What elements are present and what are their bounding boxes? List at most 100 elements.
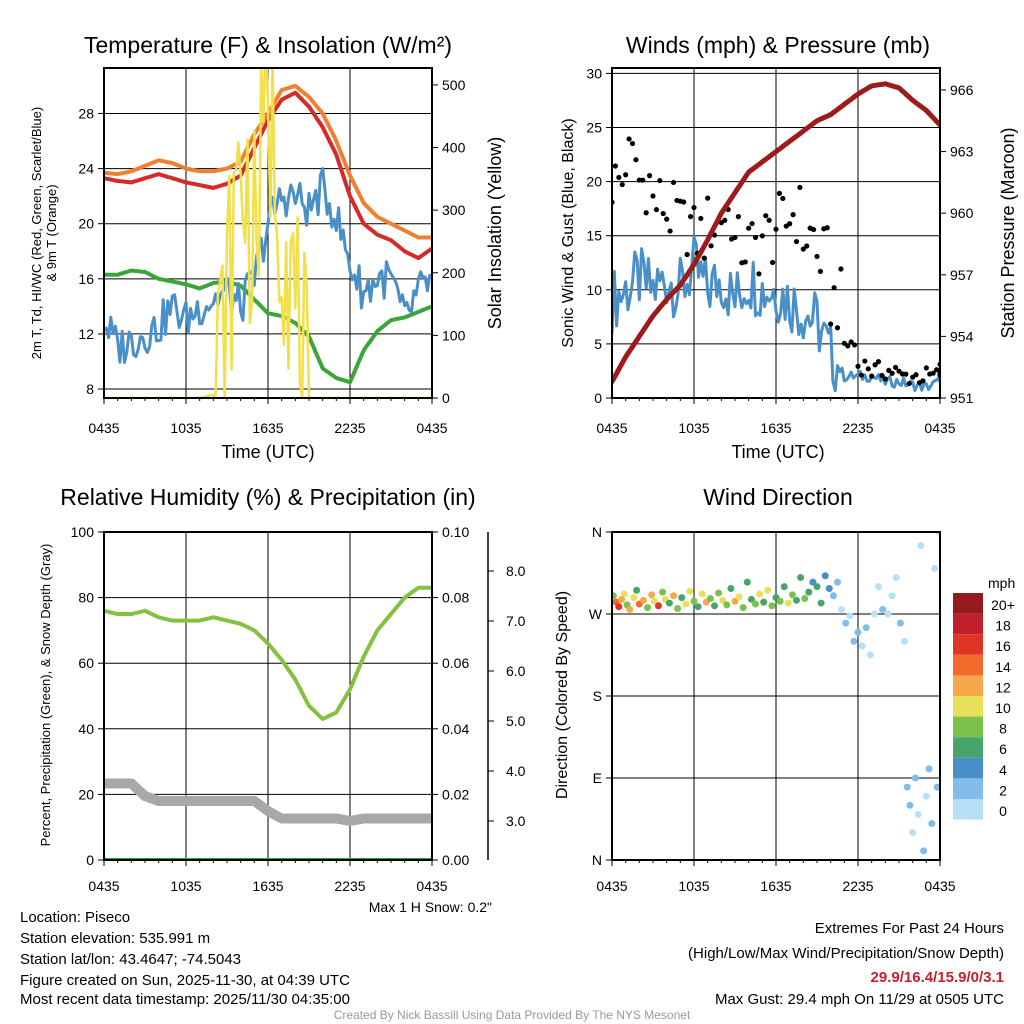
wind-direction-point [784, 599, 792, 607]
wind-direction-point [914, 810, 922, 818]
gust-point [646, 173, 653, 179]
y2-tick-label: 960 [950, 205, 974, 221]
gust-point [817, 268, 824, 275]
legend-label: 10 [995, 700, 1011, 716]
gust-point [814, 253, 820, 260]
panel-4: 0435 1035 1635 2235 0435 N E S W N 20+ 18 16 14 12 10 8 6… [589, 524, 1015, 894]
x-tick-label: 2235 [842, 420, 873, 436]
plot-frame [611, 67, 941, 399]
solar-line [104, 68, 432, 398]
wind-direction-point [615, 603, 623, 611]
series-group [612, 532, 940, 855]
wind-direction-point [809, 578, 817, 586]
rh-chart-title: Relative Humidity (%) & Precipitation (i… [60, 484, 475, 510]
gust-point [722, 217, 728, 223]
x-tick-label: 1635 [760, 420, 791, 436]
wind-direction-point [694, 603, 702, 611]
gust-point [810, 226, 817, 233]
wind-direction-point [670, 592, 677, 600]
legend-label: 14 [995, 659, 1011, 675]
wind-direction-point [858, 642, 866, 650]
y2-tick-label: 951 [950, 390, 974, 406]
wind-direction-point [793, 596, 800, 604]
wind-direction-point [654, 602, 662, 610]
series-group [104, 68, 432, 398]
y-tick-label: 100 [71, 524, 95, 540]
wind-direction-point [698, 590, 706, 598]
gust-point [906, 380, 912, 387]
wind-direction-point [665, 599, 673, 607]
gust-point [923, 365, 929, 371]
wind-direction-point [686, 587, 694, 595]
y-tick-label: 15 [586, 228, 602, 244]
gust-point [892, 364, 899, 370]
x-tick-label: 2235 [334, 420, 365, 436]
gust-point [650, 193, 656, 199]
y-tick-label: 20 [586, 174, 602, 190]
wind-direction-point [925, 765, 933, 773]
gust-point [804, 243, 810, 249]
gust-point [653, 207, 660, 213]
y2-tick-label: 963 [950, 144, 974, 160]
legend-label: 12 [995, 679, 1011, 695]
gust-point [903, 371, 909, 377]
gust-point [930, 370, 936, 376]
wind-direction-point [862, 624, 870, 632]
plot-frame [103, 531, 433, 861]
y3-tick-label: 5.0 [506, 713, 526, 729]
y2-tick-label: 966 [950, 82, 974, 98]
x-tick-label: 1635 [760, 878, 791, 894]
gust-point [763, 213, 769, 219]
gust-point [845, 343, 851, 349]
x-tick-label: 0435 [416, 878, 447, 894]
y-tick-label: 20 [78, 216, 94, 232]
legend-label: 0 [999, 803, 1007, 819]
wind-direction-point [797, 574, 805, 582]
y-tick-label: S [593, 688, 602, 704]
y2-tick-label: 0.00 [442, 852, 469, 868]
gust-point [773, 226, 779, 232]
temp-y2label: Solar Insolation (Yellow) [485, 137, 505, 329]
wind-direction-point [743, 578, 751, 586]
legend-swatch [953, 696, 983, 717]
wind-direction-point [626, 605, 634, 613]
gust-point [800, 246, 806, 252]
wind-direction-point [756, 590, 764, 598]
legend-swatch [953, 778, 983, 799]
rh-line [104, 585, 432, 721]
wind-direction-point [706, 595, 714, 603]
gust-point [698, 215, 704, 222]
footer-latlon: Station lat/lon: 43.4647; -74.5043 [20, 951, 241, 968]
gust-point [752, 234, 759, 241]
y3-tick-label: 8.0 [506, 563, 526, 579]
y-tick-label: 24 [78, 161, 94, 177]
gust-point [640, 177, 646, 183]
legend-label: 2 [999, 782, 1007, 798]
gust-point [684, 251, 690, 258]
wind-direction-point [850, 637, 858, 645]
temp-chart-title: Temperature (F) & Insolation (W/m²) [84, 32, 452, 58]
y-tick-label: E [593, 770, 602, 786]
gust-point [848, 339, 854, 345]
x-tick-label: 0435 [924, 878, 955, 894]
y2-tick-label: 200 [442, 265, 466, 281]
wind-direction-point [825, 584, 833, 592]
gust-point [797, 184, 803, 191]
wind-ylabel: Sonic Wind & Gust (Blue, Black) [560, 118, 577, 347]
panel-3: 0435 1035 1635 2235 0435 0 20 40 60 80 100 0.00 0.02… [71, 524, 526, 894]
y-tick-label: 80 [78, 590, 94, 606]
gust-point [851, 342, 858, 348]
gust-point [824, 225, 830, 231]
x-tick-label: 0435 [416, 420, 447, 436]
gust-point [787, 221, 793, 227]
credit: Created By Nick Bassill Using Data Provi… [334, 1008, 691, 1022]
y3-tick-label: 7.0 [506, 613, 526, 629]
legend-label: 20+ [991, 597, 1015, 613]
wind-direction-point [801, 595, 809, 603]
gust-point [623, 172, 629, 178]
gust-point [913, 372, 919, 378]
x-tick-label: 2235 [334, 878, 365, 894]
gust-point [756, 271, 762, 277]
y-tick-label: 40 [78, 721, 94, 737]
